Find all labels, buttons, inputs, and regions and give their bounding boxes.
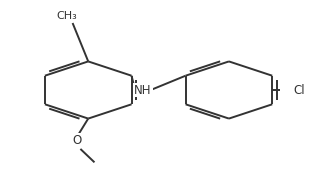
Text: CH₃: CH₃ [56, 11, 77, 21]
Text: Cl: Cl [293, 84, 305, 96]
Text: O: O [73, 134, 82, 147]
Text: NH: NH [134, 84, 152, 96]
